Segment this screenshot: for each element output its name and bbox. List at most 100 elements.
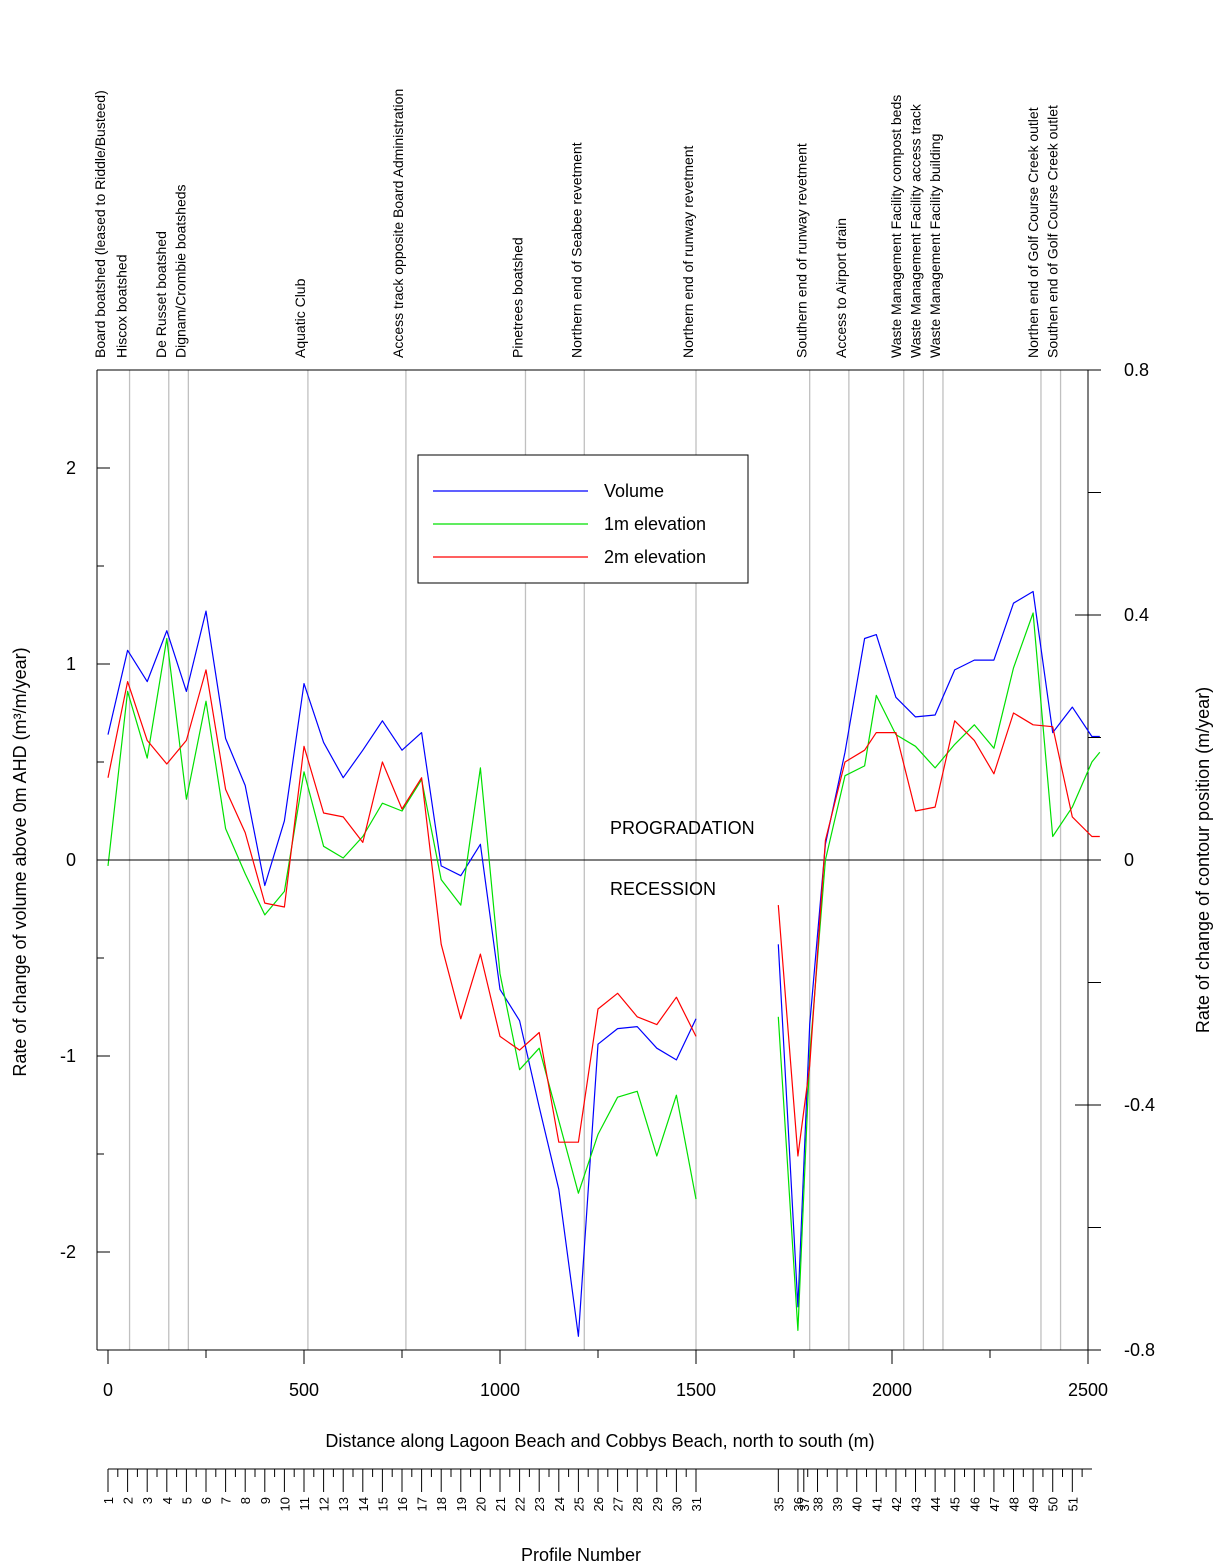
x-tick-label: 2500 — [1068, 1380, 1108, 1400]
profile-tick-label: 47 — [987, 1497, 1002, 1511]
series-line — [107, 637, 697, 1200]
series-layer — [107, 590, 1101, 1337]
profile-tick-label: 49 — [1026, 1497, 1041, 1511]
y-left-tick-label: 1 — [66, 654, 76, 674]
landmark-label: Waste Management Facility building — [927, 134, 943, 358]
y-left-tick-label: 0 — [66, 850, 76, 870]
landmark-label: Access track opposite Board Administrati… — [390, 89, 406, 358]
profile-tick-label: 43 — [909, 1497, 924, 1511]
series-line — [107, 669, 697, 1143]
profile-tick-label: 35 — [771, 1497, 786, 1511]
profile-tick-label: 10 — [277, 1497, 292, 1511]
landmark-label: Aquatic Club — [292, 278, 308, 358]
y-right-tick-label: 0.8 — [1124, 360, 1149, 380]
landmark-label: Board boatshed (leased to Riddle/Busteed… — [92, 90, 108, 358]
legend: Volume 1m elevation 2m elevation — [417, 454, 749, 584]
landmark-label: Southern end of runway revetment — [794, 143, 810, 358]
y-right-tick-label: -0.4 — [1124, 1095, 1155, 1115]
profile-tick-label: 23 — [532, 1497, 547, 1511]
profile-tick-label: 7 — [219, 1497, 234, 1504]
landmark-layer: Board boatshed (leased to Riddle/Busteed… — [92, 89, 1062, 1350]
x-tick-label: 0 — [103, 1380, 113, 1400]
profile-tick-label: 29 — [650, 1497, 665, 1511]
profile-tick-label: 50 — [1046, 1497, 1061, 1511]
profile-tick-label: 37 — [797, 1497, 812, 1511]
y-right-tick-label: 0.4 — [1124, 605, 1149, 625]
profile-tick-label: 45 — [948, 1497, 963, 1511]
landmark-label: Northern end of Seabee revetment — [568, 142, 584, 358]
y-right-tick-label: -0.8 — [1124, 1340, 1155, 1360]
profile-tick-label: 15 — [375, 1497, 390, 1511]
landmark-label: Waste Management Facility access track — [907, 103, 923, 358]
profile-tick-label: 51 — [1065, 1497, 1080, 1511]
profile-tick-label: 26 — [591, 1497, 606, 1511]
landmark-label: Hiscox boatshed — [114, 254, 130, 358]
profile-axis-label: Profile Number — [521, 1545, 641, 1565]
profile-tick-label: 20 — [473, 1497, 488, 1511]
landmark-label: Access to Airport drain — [833, 218, 849, 358]
profile-tick-label: 1 — [101, 1497, 116, 1504]
profile-tick-label: 38 — [811, 1497, 826, 1511]
progradation-label: PROGRADATION — [610, 818, 755, 838]
legend-label-volume: Volume — [604, 481, 664, 501]
landmark-label: Dignam/Crombie boatsheds — [172, 184, 188, 358]
profile-tick-label: 2 — [121, 1497, 136, 1504]
ticks-layer: 0 500 1000 1500 2000 2500 -2 -1 0 1 2 -0.8 -0.4 0 0.4 0… — [60, 360, 1155, 1400]
legend-box — [417, 454, 749, 584]
x-tick-label: 2000 — [872, 1380, 912, 1400]
landmark-label: Pinetrees boatshed — [509, 237, 525, 358]
profile-tick-label: 25 — [571, 1497, 586, 1511]
profile-tick-label: 22 — [513, 1497, 528, 1511]
y-axis-left-label: Rate of change of volume above 0m AHD (m… — [10, 647, 30, 1076]
series-line — [777, 590, 1100, 1308]
profile-tick-label: 30 — [669, 1497, 684, 1511]
profile-tick-label: 41 — [869, 1497, 884, 1511]
profile-tick-label: 13 — [336, 1497, 351, 1511]
profile-tick-label: 8 — [238, 1497, 253, 1504]
profile-tick-label: 48 — [1007, 1497, 1022, 1511]
profile-tick-label: 4 — [160, 1497, 175, 1504]
profile-tick-label: 39 — [830, 1497, 845, 1511]
profile-tick-label: 42 — [889, 1497, 904, 1511]
profile-tick-label: 46 — [967, 1497, 982, 1511]
profile-tick-label: 27 — [611, 1497, 626, 1511]
profile-tick-label: 12 — [317, 1497, 332, 1511]
x-tick-label: 500 — [289, 1380, 319, 1400]
recession-label: RECESSION — [610, 879, 716, 899]
legend-label-1m: 1m elevation — [604, 514, 706, 534]
series-line — [107, 610, 697, 1337]
series-line — [777, 712, 1100, 1157]
legend-label-2m: 2m elevation — [604, 547, 706, 567]
y-left-tick-label: -2 — [60, 1242, 76, 1262]
profile-tick-label: 31 — [689, 1497, 704, 1511]
profile-tick-label: 14 — [356, 1497, 371, 1511]
profile-tick-label: 16 — [395, 1497, 410, 1511]
y-left-tick-label: -1 — [60, 1046, 76, 1066]
profile-tick-label: 44 — [928, 1497, 943, 1511]
series-line — [777, 612, 1101, 1332]
landmark-label: Waste Management Facility compost beds — [888, 95, 904, 358]
y-axis-right-label: Rate of change of contour position (m/ye… — [1193, 687, 1213, 1033]
profile-tick-label: 6 — [199, 1497, 214, 1504]
landmark-label: Northen end of Golf Course Creek outlet — [1025, 107, 1041, 358]
y-left-tick-label: 2 — [66, 458, 76, 478]
profile-axis: 1 2 3 4 5 6 7 8 9 10 11 12 13 14 15 16 17 18 19 20 21 22 23 24 2… — [101, 1468, 1092, 1511]
profile-tick-label: 18 — [434, 1497, 449, 1511]
landmark-label: Southen end of Golf Course Creek outlet — [1045, 105, 1061, 358]
profile-tick-label: 9 — [258, 1497, 273, 1504]
profile-tick-label: 17 — [415, 1497, 430, 1511]
x-axis-label: Distance along Lagoon Beach and Cobbys B… — [325, 1431, 874, 1451]
profile-tick-label: 5 — [179, 1497, 194, 1504]
profile-tick-label: 24 — [552, 1497, 567, 1511]
y-right-tick-label: 0 — [1124, 850, 1134, 870]
x-tick-label: 1000 — [480, 1380, 520, 1400]
profile-tick-label: 21 — [493, 1497, 508, 1511]
landmark-label: De Russet boatshed — [153, 231, 169, 358]
profile-tick-label: 36 — [791, 1497, 806, 1511]
profile-tick-label: 19 — [454, 1497, 469, 1511]
x-tick-label: 1500 — [676, 1380, 716, 1400]
profile-tick-label: 3 — [140, 1497, 155, 1504]
landmark-label: Northern end of runway revetment — [680, 145, 696, 358]
profile-tick-label: 11 — [297, 1497, 312, 1511]
